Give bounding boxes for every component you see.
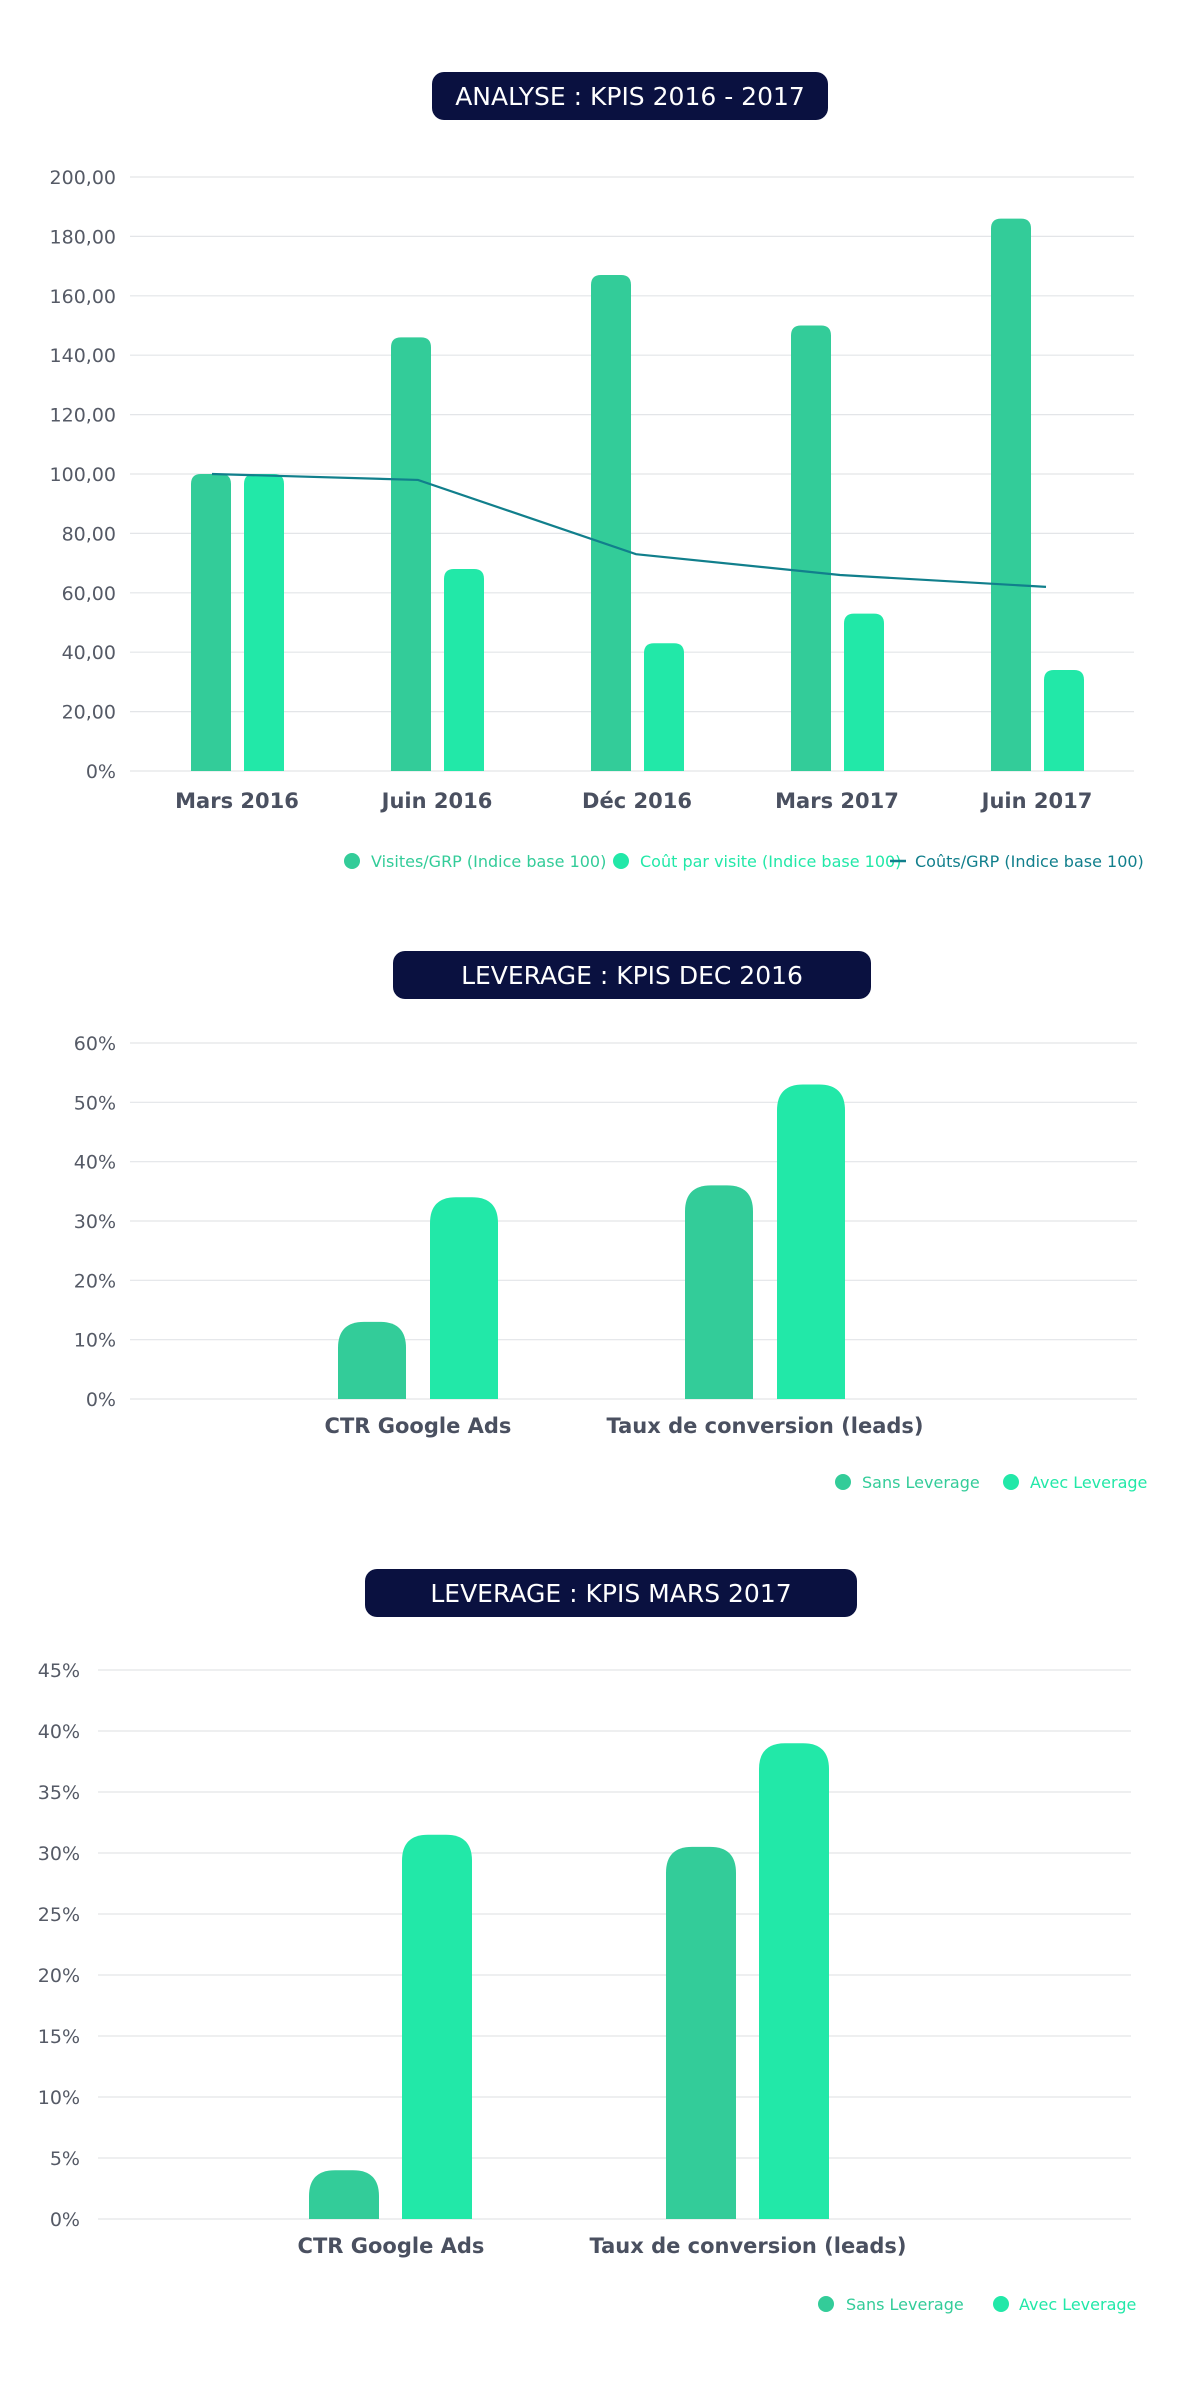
y-tick-label: 40,00 <box>62 642 116 664</box>
legend-dot-marker <box>835 1474 851 1490</box>
bar-series2 <box>844 613 884 771</box>
legend-label: Coûts/GRP (Indice base 100) <box>915 852 1144 871</box>
bar-series1 <box>191 474 231 771</box>
y-tick-label: 120,00 <box>50 405 116 427</box>
legend-dot-marker <box>818 2296 834 2312</box>
y-tick-label: 160,00 <box>50 286 116 308</box>
bar-series1 <box>338 1321 406 1399</box>
bar-series1 <box>591 275 631 771</box>
bar-series1 <box>309 2170 379 2219</box>
bar-series2 <box>444 569 484 771</box>
legend-label: Avec Leverage <box>1030 1473 1147 1492</box>
x-category-label: CTR Google Ads <box>298 2234 485 2258</box>
legend-dot-marker <box>993 2296 1009 2312</box>
bar-series2 <box>244 474 284 771</box>
bar-series2 <box>644 643 684 771</box>
y-tick-label: 0% <box>86 761 116 783</box>
bar-series2 <box>430 1197 498 1399</box>
y-tick-label: 15% <box>38 2026 80 2048</box>
y-tick-label: 10% <box>74 1330 116 1352</box>
x-category-label: Mars 2016 <box>175 789 299 813</box>
y-tick-label: 180,00 <box>50 226 116 248</box>
bar-series2 <box>759 1743 829 2219</box>
legend-label: Visites/GRP (Indice base 100) <box>371 852 606 871</box>
y-tick-label: 40% <box>38 1721 80 1743</box>
legend-label: Sans Leverage <box>846 2295 964 2314</box>
x-category-label: CTR Google Ads <box>325 1414 512 1438</box>
chart2-svg: 0% 10% 20% 30% 40% 50% 60% CTR Google Ads Taux d… <box>74 1033 1148 1492</box>
y-tick-label: 10% <box>38 2087 80 2109</box>
y-tick-label: 20% <box>38 1965 80 1987</box>
chart1-title: ANALYSE : KPIS 2016 - 2017 <box>432 72 828 120</box>
bar-series1 <box>666 1846 736 2219</box>
bar-series2 <box>402 1834 472 2219</box>
bar-series1 <box>685 1185 753 1399</box>
y-tick-label: 140,00 <box>50 345 116 367</box>
legend-dot-marker <box>1003 1474 1019 1490</box>
y-tick-label: 45% <box>38 1660 80 1682</box>
bar-series1 <box>391 337 431 771</box>
chart2-title: LEVERAGE : KPIS DEC 2016 <box>393 951 871 999</box>
x-category-label: Taux de conversion (leads) <box>589 2234 906 2258</box>
bar-series1 <box>991 218 1031 771</box>
legend-label: Sans Leverage <box>862 1473 980 1492</box>
y-tick-label: 0% <box>50 2209 80 2231</box>
y-tick-label: 100,00 <box>50 464 116 486</box>
series-line <box>211 472 1047 588</box>
legend-label: Avec Leverage <box>1019 2295 1136 2314</box>
y-tick-label: 20% <box>74 1270 116 1292</box>
y-tick-label: 25% <box>38 1904 80 1926</box>
x-category-label: Taux de conversion (leads) <box>606 1414 923 1438</box>
y-tick-label: 30% <box>38 1843 80 1865</box>
y-tick-label: 30% <box>74 1211 116 1233</box>
x-category-label: Juin 2016 <box>380 789 493 813</box>
y-tick-label: 5% <box>50 2148 80 2170</box>
x-category-label: Mars 2017 <box>775 789 899 813</box>
y-tick-label: 20,00 <box>62 702 116 724</box>
bar-series2 <box>777 1084 845 1399</box>
y-tick-label: 200,00 <box>50 167 116 189</box>
x-category-label: Juin 2017 <box>980 789 1093 813</box>
bar-series1 <box>791 325 831 771</box>
y-tick-label: 80,00 <box>62 523 116 545</box>
y-tick-label: 60% <box>74 1033 116 1055</box>
legend-dot-marker <box>613 853 629 869</box>
chart3-title: LEVERAGE : KPIS MARS 2017 <box>365 1569 857 1617</box>
y-tick-label: 0% <box>86 1389 116 1411</box>
y-tick-label: 50% <box>74 1092 116 1114</box>
legend-label: Coût par visite (Indice base 100) <box>640 852 901 871</box>
y-tick-label: 35% <box>38 1782 80 1804</box>
x-category-label: Déc 2016 <box>582 789 692 813</box>
chart1-svg: 0% 20,00 40,00 60,00 80,00 100,00 120,00 140,00… <box>50 167 1144 871</box>
y-tick-label: 60,00 <box>62 583 116 605</box>
bar-series2 <box>1044 670 1084 771</box>
legend-dot-marker <box>344 853 360 869</box>
y-tick-label: 40% <box>74 1152 116 1174</box>
